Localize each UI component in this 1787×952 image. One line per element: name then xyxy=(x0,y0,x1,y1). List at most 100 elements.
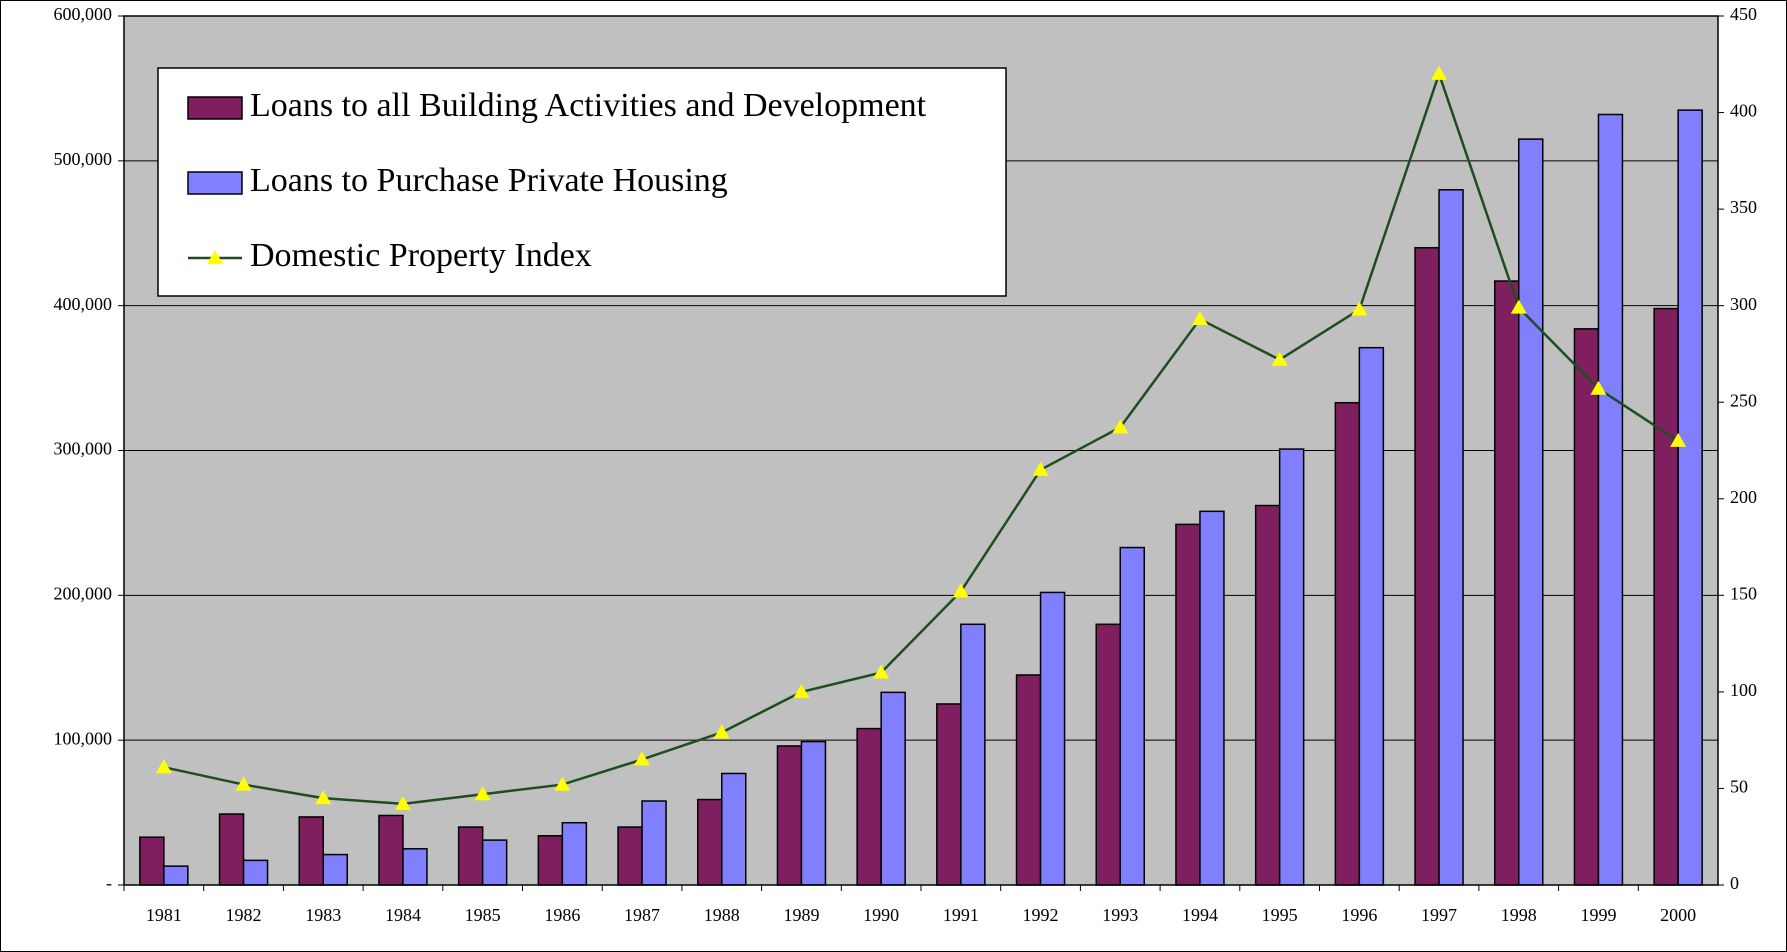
bar xyxy=(1414,246,1440,886)
marker xyxy=(235,776,252,791)
marker xyxy=(1670,432,1687,447)
y2-tick-label: 150 xyxy=(1730,583,1757,603)
x-tick-label: 1993 xyxy=(1102,905,1138,925)
bar xyxy=(1494,280,1520,886)
marker xyxy=(713,724,730,739)
legend-label: Domestic Property Index xyxy=(250,237,592,274)
marker xyxy=(1032,461,1049,476)
marker xyxy=(952,583,969,598)
bar xyxy=(880,691,906,886)
bar xyxy=(298,816,324,886)
bar xyxy=(322,853,348,886)
y2-tick-label: 0 xyxy=(1730,873,1739,893)
legend-swatch xyxy=(187,171,243,195)
legend-label: Loans to Purchase Private Housing xyxy=(250,162,728,199)
bar xyxy=(1119,546,1145,886)
bar xyxy=(402,848,428,886)
bar xyxy=(1334,401,1361,886)
x-tick-label: 1997 xyxy=(1421,905,1457,925)
x-tick-label: 1990 xyxy=(863,905,899,925)
y-tick-label: 400,000 xyxy=(54,294,113,314)
marker xyxy=(1431,65,1448,80)
bar xyxy=(1254,504,1281,886)
bar xyxy=(163,865,189,886)
x-tick-label: 1992 xyxy=(1023,905,1059,925)
bar xyxy=(537,835,564,886)
marker xyxy=(1271,351,1288,366)
x-tick-label: 1988 xyxy=(704,905,740,925)
marker xyxy=(634,751,651,766)
bar xyxy=(1518,138,1544,886)
bar xyxy=(721,772,747,886)
x-tick-label: 1986 xyxy=(544,905,580,925)
x-tick-label: 1987 xyxy=(624,905,660,925)
bar xyxy=(139,836,165,886)
bar xyxy=(617,826,643,886)
bar xyxy=(1199,510,1225,886)
bar xyxy=(1015,674,1042,886)
bar xyxy=(1573,328,1600,886)
y2-tick-label: 250 xyxy=(1730,390,1757,410)
bar xyxy=(1597,113,1624,886)
marker xyxy=(1112,419,1129,434)
bar xyxy=(776,745,803,886)
legend-label: Loans to all Building Activities and Dev… xyxy=(250,87,927,124)
bar xyxy=(1677,109,1703,886)
line xyxy=(163,70,1679,806)
x-tick-label: 1984 xyxy=(385,905,421,925)
bar xyxy=(378,814,404,886)
bar xyxy=(960,623,986,886)
x-tick-label: 1982 xyxy=(226,905,262,925)
bar xyxy=(1278,448,1305,886)
x-tick-label: 1996 xyxy=(1341,905,1377,925)
marker xyxy=(554,776,571,791)
marker xyxy=(873,664,890,679)
y-tick-label: 200,000 xyxy=(54,583,113,603)
y2-tick-label: 100 xyxy=(1730,680,1757,700)
x-tick-label: 1995 xyxy=(1262,905,1298,925)
y2-tick-label: 350 xyxy=(1730,197,1757,217)
x-tick-label: 2000 xyxy=(1660,905,1696,925)
y-tick-label: 600,000 xyxy=(54,4,113,24)
marker xyxy=(1510,299,1527,314)
x-tick-label: 1999 xyxy=(1580,905,1616,925)
bar xyxy=(1039,591,1066,886)
marker xyxy=(1191,311,1208,326)
y2-tick-label: 450 xyxy=(1730,4,1757,24)
y-tick-label: 300,000 xyxy=(54,439,113,459)
bar xyxy=(481,839,508,886)
bar xyxy=(936,703,962,886)
y-tick-label: 100,000 xyxy=(54,728,113,748)
marker xyxy=(1590,380,1607,395)
bar xyxy=(641,800,667,886)
marker xyxy=(1351,301,1368,316)
legend-box xyxy=(157,67,1007,297)
bar xyxy=(856,727,882,886)
legend-swatch xyxy=(187,96,243,120)
bar xyxy=(697,798,723,886)
bar xyxy=(800,740,827,886)
bar xyxy=(561,821,588,886)
y-tick-label: 500,000 xyxy=(54,149,113,169)
y2-tick-label: 300 xyxy=(1730,294,1757,314)
x-tick-label: 1989 xyxy=(783,905,819,925)
x-tick-label: 1994 xyxy=(1182,905,1218,925)
x-tick-label: 1985 xyxy=(465,905,501,925)
x-tick-label: 1981 xyxy=(146,905,182,925)
bar xyxy=(1438,189,1464,886)
x-tick-label: 1998 xyxy=(1501,905,1537,925)
bar xyxy=(242,859,269,886)
y2-tick-label: 400 xyxy=(1730,101,1757,121)
bar xyxy=(457,826,484,886)
marker xyxy=(155,759,172,774)
marker xyxy=(793,683,810,698)
bar xyxy=(218,813,245,886)
y2-tick-label: 200 xyxy=(1730,487,1757,507)
y-tick-label: - xyxy=(106,873,112,893)
x-tick-label: 1991 xyxy=(943,905,979,925)
y2-tick-label: 50 xyxy=(1730,777,1748,797)
bar xyxy=(1095,623,1121,886)
marker xyxy=(394,795,411,810)
